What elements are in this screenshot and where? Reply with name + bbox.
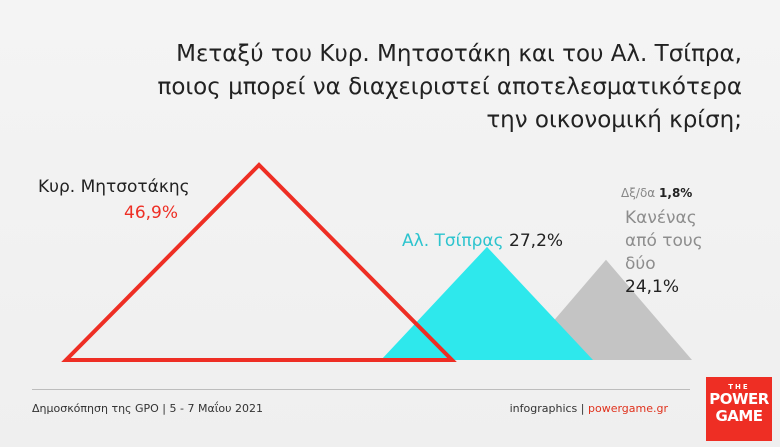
footer-source: Δημοσκόπηση της GPO | 5 - 7 Μαΐου 2021 bbox=[32, 402, 264, 415]
label-none-line-2: από τους bbox=[625, 231, 703, 251]
label-other-value: 1,8% bbox=[659, 186, 693, 200]
footer-credit-prefix: infographics | bbox=[509, 402, 588, 415]
label-none-line-1: Κανένας bbox=[625, 208, 697, 228]
logo-the: THE bbox=[728, 383, 750, 391]
title-line-3: την οικονομική κρίση; bbox=[486, 107, 742, 133]
triangle-mitsotakis bbox=[61, 162, 457, 362]
label-mitsotakis-value: 46,9% bbox=[124, 203, 179, 223]
triangle-tsipras bbox=[381, 246, 593, 360]
powergame-logo[interactable]: THE POWER GAME bbox=[706, 377, 772, 441]
label-none-value: 24,1% bbox=[625, 277, 680, 297]
footer-credit-site[interactable]: powergame.gr bbox=[587, 402, 668, 415]
chart-title: Μεταξύ του Κυρ. Μητσοτάκη και του Αλ. Τσ… bbox=[102, 38, 742, 137]
footer-credit: infographics | powergame.gr bbox=[510, 402, 668, 415]
footer-divider bbox=[32, 389, 690, 390]
label-tsipras-value: 27,2% bbox=[509, 231, 564, 251]
label-tsipras-name: Αλ. Τσίπρας bbox=[402, 231, 504, 251]
label-mitsotakis-name: Κυρ. Μητσοτάκης bbox=[38, 177, 190, 197]
label-tsipras: Αλ. Τσίπρας 27,2% bbox=[402, 231, 563, 251]
title-line-1: Μεταξύ του Κυρ. Μητσοτάκη και του Αλ. Τσ… bbox=[176, 41, 742, 67]
label-other: Δξ/δα 1,8% bbox=[621, 186, 692, 200]
label-none: Κανένας από τους δύο 24,1% bbox=[625, 207, 703, 299]
logo-power: POWER bbox=[709, 390, 769, 408]
label-none-line-3: δύο bbox=[625, 254, 656, 274]
label-other-name: Δξ/δα bbox=[621, 186, 656, 200]
logo-game: GAME bbox=[715, 407, 763, 425]
title-line-2: ποιος μπορεί να διαχειριστεί αποτελεσματ… bbox=[157, 74, 742, 100]
